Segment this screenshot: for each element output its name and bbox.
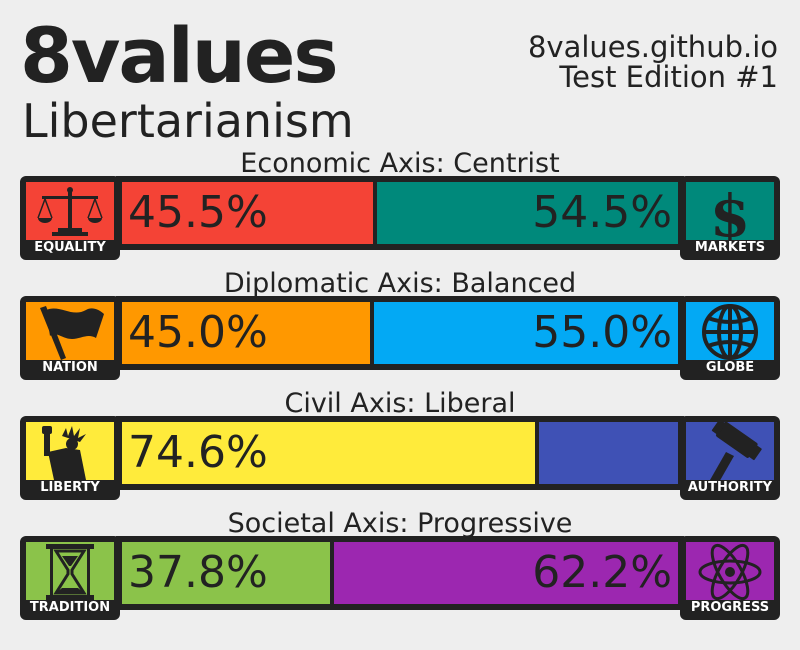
edition-label: Test Edition #1: [559, 60, 778, 94]
axis-bar: 37.8% 62.2% TRADITION PROGRESS: [20, 536, 780, 620]
axis-label: Societal Axis: Progressive: [227, 508, 573, 539]
bar-segment-left: [122, 182, 373, 244]
dollar-icon: $: [686, 182, 774, 240]
gavel-icon: [686, 422, 774, 480]
bar-segment-right: [376, 182, 678, 244]
percent-left: 74.6%: [128, 427, 268, 478]
scales-icon: [26, 182, 114, 240]
icon-label: LIBERTY: [40, 480, 100, 495]
icon-label: EQUALITY: [34, 240, 106, 255]
site-url[interactable]: 8values.github.io: [527, 30, 778, 64]
percent-left: 45.5%: [128, 187, 268, 238]
icon-label: AUTHORITY: [687, 480, 773, 495]
icon-badge-right: AUTHORITY: [680, 416, 780, 500]
svg-text:$: $: [710, 182, 750, 240]
icon-label: NATION: [42, 360, 98, 375]
bar-segment-right: [374, 302, 678, 364]
icon-badge-left: TRADITION: [20, 536, 120, 620]
axis-label: Diplomatic Axis: Balanced: [223, 268, 577, 299]
axis-label: Civil Axis: Liberal: [284, 388, 516, 419]
percent-right: 54.5%: [532, 187, 672, 238]
bar-segment-left: [122, 422, 535, 484]
globe-icon: [686, 302, 774, 360]
icon-badge-left: LIBERTY: [20, 416, 120, 500]
bar-segment-right: [334, 542, 678, 604]
percent-right: 62.2%: [532, 547, 672, 598]
icon-label: TRADITION: [29, 600, 111, 615]
app-title: 8values: [20, 11, 339, 100]
icon-badge-left: EQUALITY: [20, 176, 120, 260]
icon-badge-left: NATION: [20, 296, 120, 380]
percent-left: 37.8%: [128, 547, 268, 598]
axis-bar: 74.6% LIBERTY AUTHORITY: [20, 416, 780, 500]
icon-label: GLOBE: [705, 360, 755, 375]
atom-icon: [686, 542, 774, 600]
flag-icon: [26, 302, 114, 360]
icon-badge-right: $ MARKETS: [680, 176, 780, 260]
icon-label: PROGRESS: [690, 600, 770, 615]
ideology-subtitle: Libertarianism: [22, 94, 354, 148]
axis-bar: 45.0% 55.0% NATION GLOBE: [20, 296, 780, 380]
icon-badge-right: PROGRESS: [680, 536, 780, 620]
bar-segment-right: [538, 422, 678, 484]
site-info: 8values.github.io Test Edition #1: [528, 32, 778, 92]
percent-left: 45.0%: [128, 307, 268, 358]
bar-segment-left: [122, 542, 331, 604]
percent-right: 55.0%: [532, 307, 672, 358]
statue-of-liberty-icon: [26, 422, 114, 480]
axis-bar: 45.5% 54.5% EQUALITY $ MARKETS: [20, 176, 780, 260]
axis-label: Economic Axis: Centrist: [240, 148, 560, 179]
hourglass-icon: [26, 542, 114, 600]
icon-label: MARKETS: [694, 240, 766, 255]
icon-badge-right: GLOBE: [680, 296, 780, 380]
bar-segment-left: [122, 302, 371, 364]
